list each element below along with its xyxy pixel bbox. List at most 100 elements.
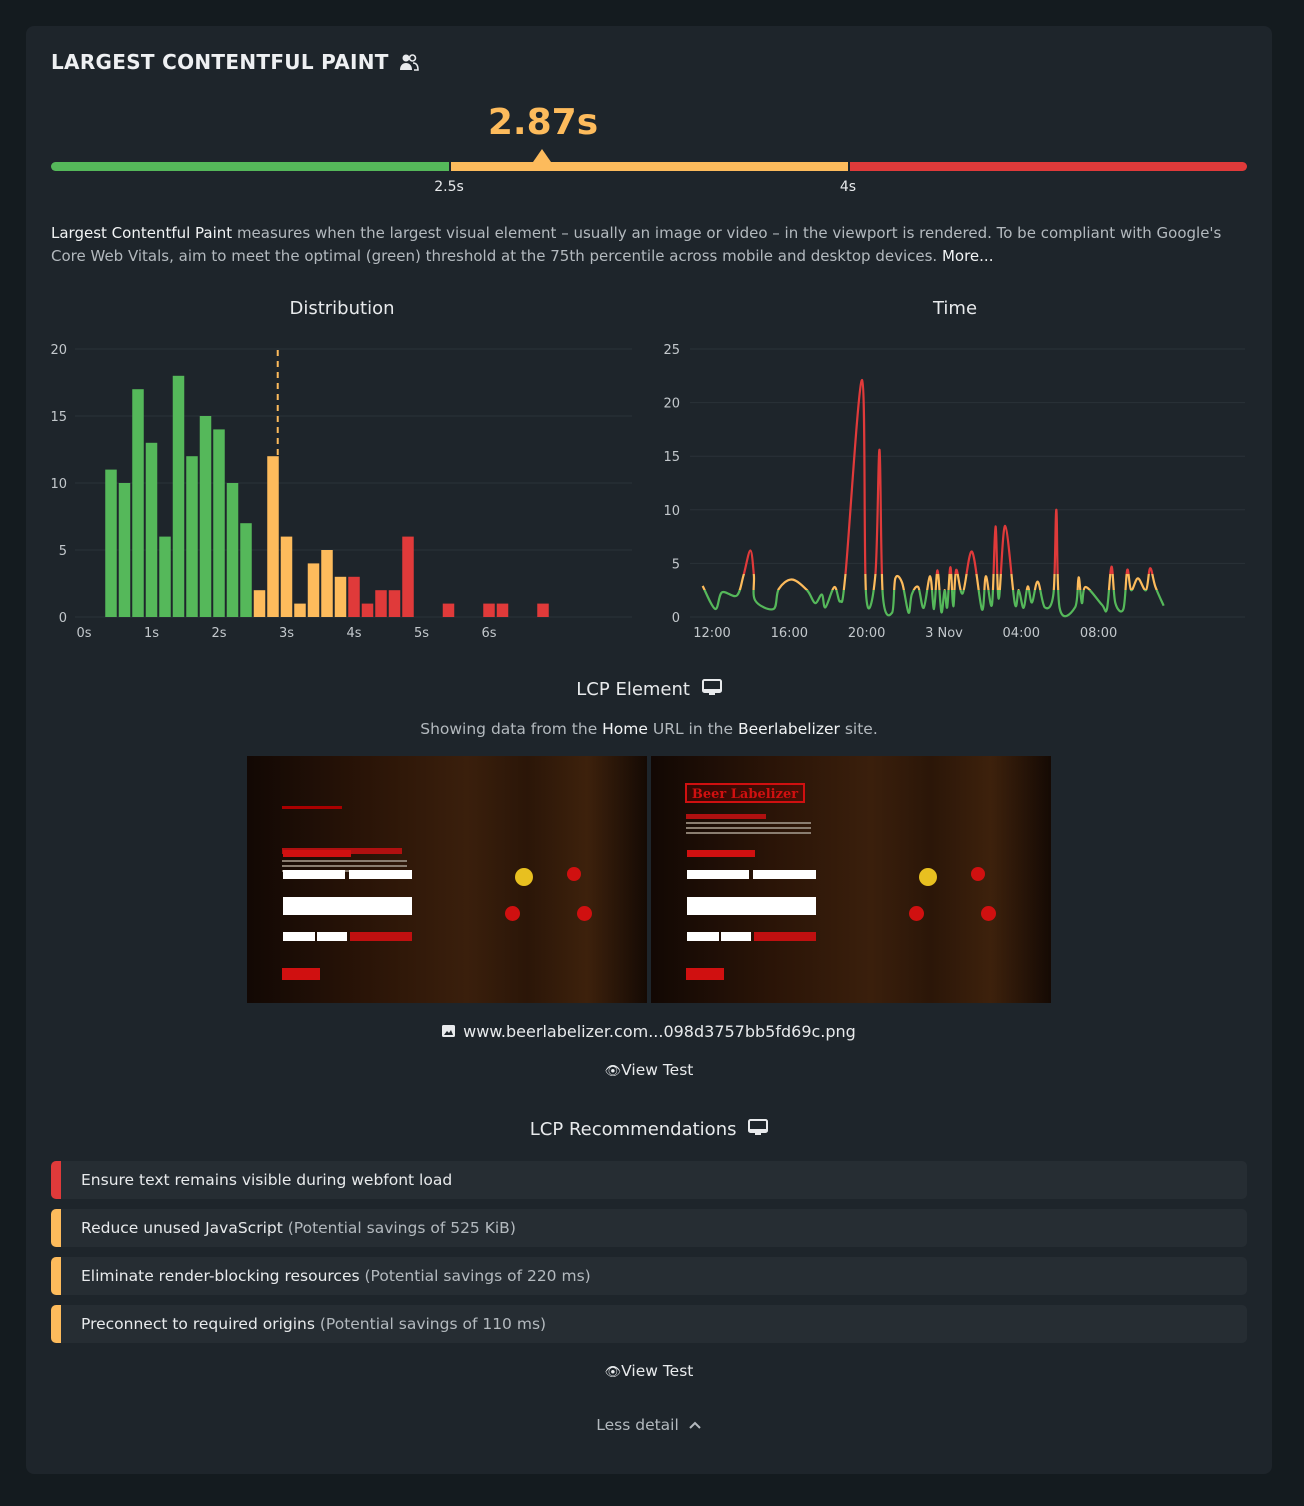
value-marker (533, 149, 551, 162)
view-test-link-recommendations[interactable]: 👁View Test (26, 1362, 1272, 1380)
poor-segment (850, 162, 1247, 171)
lcp-highlight-logo: Beer Labelizer (685, 783, 805, 803)
segment-divider (449, 162, 451, 171)
chevron-up-icon (689, 1421, 701, 1429)
good-segment (51, 162, 449, 171)
histogram-bar (402, 536, 414, 617)
histogram-bar (375, 590, 387, 617)
users-icon (399, 54, 419, 71)
recommendation-detail: (Potential savings of 525 KiB) (282, 1219, 516, 1237)
source-suffix: site. (839, 720, 878, 738)
recommendation-item[interactable]: Eliminate render-blocking resources (Pot… (51, 1257, 1247, 1295)
x-tick-label: 04:00 (1003, 626, 1040, 641)
metric-value: 2.87s (487, 102, 599, 143)
metric-title: LARGEST CONTENTFUL PAINT (51, 50, 419, 74)
x-tick-label: 1s (144, 626, 159, 641)
histogram-bar (496, 603, 509, 617)
x-tick-label: 12:00 (693, 626, 730, 641)
site-name: Beerlabelizer (737, 720, 840, 738)
threshold-label-good: 2.5s (434, 179, 464, 195)
histogram-bar (388, 590, 401, 617)
recommendation-label: Preconnect to required origins (81, 1315, 315, 1333)
histogram-bar (213, 429, 225, 617)
lcp-file: www.beerlabelizer.com...098d3757bb5fd69c… (26, 1022, 1272, 1041)
severity-indicator (51, 1161, 61, 1199)
lcp-element-title: LCP Element (26, 679, 1272, 700)
recommendation-item[interactable]: Preconnect to required origins (Potentia… (51, 1305, 1247, 1343)
y-tick-label: 0 (59, 611, 67, 626)
histogram-bar (483, 603, 495, 617)
less-detail-toggle[interactable]: Less detail (26, 1416, 1272, 1434)
lcp-time-series-line (701, 378, 1165, 618)
needs-improvement-segment (451, 162, 848, 171)
histogram-bar (240, 523, 252, 617)
threshold-bar (51, 162, 1247, 171)
histogram-bar (253, 590, 266, 617)
x-tick-label: 16:00 (771, 626, 808, 641)
x-tick-label: 5s (414, 626, 429, 641)
histogram-bar (186, 456, 198, 617)
histogram-bar (118, 483, 131, 617)
histogram-bar (307, 563, 320, 617)
url-name: Home (602, 720, 648, 738)
placeholder-button (282, 968, 320, 980)
y-tick-label: 5 (59, 544, 67, 559)
lcp-source-text: Showing data from the Home URL in the Be… (26, 720, 1272, 738)
distribution-title: Distribution (289, 298, 395, 319)
histogram-bar (172, 375, 185, 617)
histogram-bar (294, 603, 306, 617)
y-tick-label: 10 (663, 504, 680, 519)
recommendation-detail: (Potential savings of 220 ms) (359, 1267, 591, 1285)
histogram-bar (280, 536, 293, 617)
eye-icon: 👁 (604, 1365, 622, 1380)
time-title: Time (932, 298, 978, 319)
source-mid: URL in the (647, 720, 738, 738)
x-tick-label: 3s (279, 626, 294, 641)
x-tick-label: 4s (346, 626, 361, 641)
y-tick-label: 5 (672, 557, 680, 572)
metric-description: Largest Contentful Paint measures when t… (51, 222, 1241, 268)
wood-background (651, 756, 1051, 1003)
histogram-bar (226, 483, 239, 617)
x-tick-label: 6s (481, 626, 496, 641)
y-tick-label: 20 (663, 397, 680, 412)
x-tick-label: 20:00 (848, 626, 885, 641)
lcp-screenshot-after[interactable]: Beer Labelizer (651, 756, 1051, 1003)
source-prefix: Showing data from the (420, 720, 603, 738)
placeholder-text (282, 806, 342, 809)
desktop-icon (701, 679, 722, 695)
threshold-label-poor: 4s (839, 179, 857, 195)
time-chart: 0 5 10 15 20 25 12:00 16:00 20:00 3 Nov 04:00 08:00 (663, 343, 1245, 641)
recommendation-label: Ensure text remains visible during webfo… (81, 1171, 453, 1189)
recommendations-title: LCP Recommendations (26, 1119, 1272, 1140)
recommendation-detail: (Potential savings of 110 ms) (314, 1315, 547, 1333)
y-tick-label: 10 (50, 477, 67, 492)
view-test-link-element[interactable]: 👁View Test (26, 1061, 1272, 1079)
y-tick-label: 20 (50, 343, 67, 358)
recommendation-label: Reduce unused JavaScript (81, 1219, 283, 1237)
severity-indicator (51, 1305, 61, 1343)
y-tick-label: 0 (672, 611, 680, 626)
y-tick-label: 15 (663, 450, 680, 465)
distribution-chart: 0 5 10 15 20 0s 1s 2s 3s 4s 5s 6s (50, 343, 632, 641)
lcp-element-title-text: LCP Element (576, 679, 690, 700)
x-tick-label: 2s (211, 626, 226, 641)
description-term: Largest Contentful Paint (51, 224, 233, 242)
lcp-screenshot-before[interactable] (247, 756, 647, 1003)
recommendation-item[interactable]: Ensure text remains visible during webfo… (51, 1161, 1247, 1199)
recommendation-item[interactable]: Reduce unused JavaScript (Potential savi… (51, 1209, 1247, 1247)
histogram-bar (132, 389, 144, 617)
more-link[interactable]: More... (941, 247, 994, 265)
image-icon (442, 1025, 456, 1037)
description-text: measures when the largest visual element… (51, 224, 1222, 265)
severity-indicator (51, 1209, 61, 1247)
view-test-label: View Test (621, 1061, 694, 1079)
eye-icon: 👁 (604, 1064, 622, 1079)
histogram-bar (267, 456, 279, 617)
histogram-bar (334, 576, 347, 617)
lcp-file-name[interactable]: www.beerlabelizer.com...098d3757bb5fd69c… (463, 1022, 856, 1041)
x-tick-label: 0s (76, 626, 91, 641)
histogram-bar (321, 550, 333, 617)
recommendations-title-text: LCP Recommendations (529, 1119, 737, 1140)
histogram-bar (537, 603, 549, 617)
